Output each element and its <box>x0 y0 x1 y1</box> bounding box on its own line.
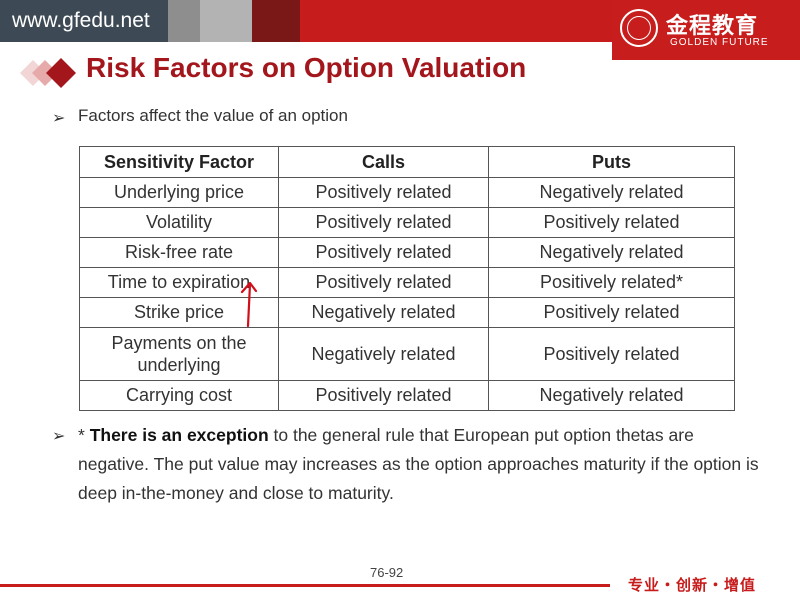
table-cell: Negatively related <box>278 297 489 328</box>
table-row: Payments on the underlying Negatively re… <box>79 327 735 381</box>
exception-note: * There is an exception to the general r… <box>78 421 768 508</box>
logo-english: GOLDEN FUTURE <box>670 37 769 48</box>
table-row: Volatility Positively related Positively… <box>79 207 735 238</box>
arrowhead-bullet-icon: ➢ <box>52 426 66 445</box>
table-row: Strike price Negatively related Positive… <box>79 297 735 328</box>
table-cell: Positively related <box>278 177 489 208</box>
table-cell: Positively related <box>488 207 735 238</box>
page-number: 76-92 <box>370 565 404 580</box>
table-cell: Negatively related <box>488 177 735 208</box>
table-cell: Volatility <box>79 207 279 238</box>
table-cell: Positively related <box>278 207 489 238</box>
table-cell: Positively related* <box>488 267 735 298</box>
table-cell: Underlying price <box>79 177 279 208</box>
table-cell: Negatively related <box>488 380 735 411</box>
table-cell: Positively related <box>278 267 489 298</box>
table-cell: Negatively related <box>488 237 735 268</box>
table-cell: Positively related <box>278 380 489 411</box>
table-row: Underlying price Positively related Nega… <box>79 177 735 208</box>
table-cell: Positively related <box>278 237 489 268</box>
slogan: 专业・创新・增值 <box>628 576 757 594</box>
diamond-icon <box>20 58 76 88</box>
header-stripe <box>300 0 612 42</box>
logo: 金程教育 GOLDEN FUTURE <box>612 0 800 60</box>
header-stripe <box>168 0 200 42</box>
logo-chinese: 金程教育 <box>666 14 759 39</box>
site-url[interactable]: www.gfedu.net <box>0 0 168 42</box>
table-cell: Risk-free rate <box>79 237 279 268</box>
table-row: Carrying cost Positively related Negativ… <box>79 380 735 411</box>
factors-table: Sensitivity Factor Calls Puts Underlying… <box>79 146 735 411</box>
table-header-row: Sensitivity Factor Calls Puts <box>79 146 735 178</box>
table-cell: Payments on the underlying <box>79 327 279 381</box>
table-row: Time to expiration Positively related Po… <box>79 267 735 298</box>
table-cell: Carrying cost <box>79 380 279 411</box>
table-cell: Time to expiration <box>79 267 279 298</box>
column-header: Calls <box>278 146 489 178</box>
page-title: Risk Factors on Option Valuation <box>86 52 527 83</box>
bullet-text: Factors affect the value of an option <box>78 106 348 125</box>
table-row: Risk-free rate Positively related Negati… <box>79 237 735 268</box>
note-bold: There is an exception <box>89 425 269 445</box>
column-header: Sensitivity Factor <box>79 146 279 178</box>
note-rest: to the general rule that European put op… <box>78 425 759 503</box>
table-cell: Positively related <box>488 297 735 328</box>
header-stripe <box>252 0 300 42</box>
header-stripe <box>200 0 252 42</box>
table-cell: Strike price <box>79 297 279 328</box>
seal-icon <box>620 9 658 47</box>
column-header: Puts <box>488 146 735 178</box>
footer-line <box>0 584 610 587</box>
table-cell: Positively related <box>488 327 735 381</box>
arrowhead-bullet-icon: ➢ <box>52 108 66 127</box>
note-prefix: * <box>78 425 90 445</box>
red-pen-arrow-icon <box>240 281 258 328</box>
table-cell: Negatively related <box>278 327 489 381</box>
